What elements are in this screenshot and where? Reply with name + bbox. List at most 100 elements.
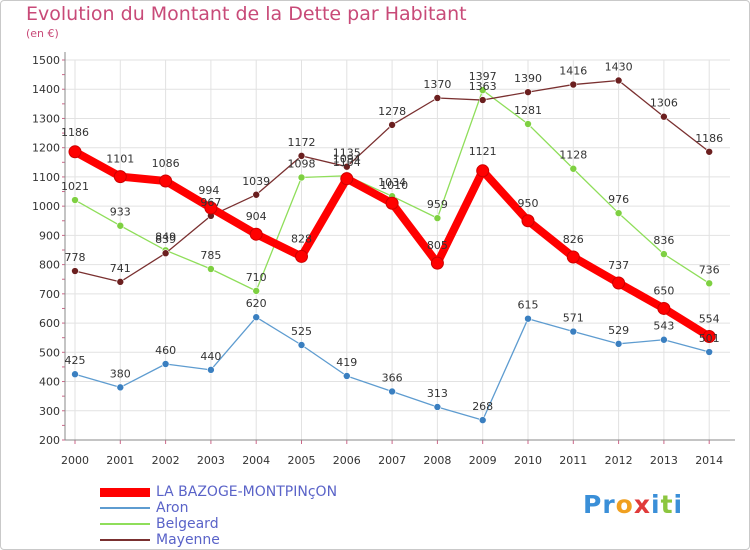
x-tick-label: 2006 bbox=[333, 454, 361, 467]
data-label-belgeard: 736 bbox=[699, 263, 720, 276]
data-label-belgeard: 1034 bbox=[378, 176, 406, 189]
y-tick-label: 1300 bbox=[32, 112, 60, 125]
data-label-mayenne: 1186 bbox=[695, 132, 723, 145]
x-tick-label: 2003 bbox=[197, 454, 225, 467]
x-tick-label: 2013 bbox=[650, 454, 678, 467]
series-layer bbox=[68, 76, 716, 424]
logo-letter: t bbox=[660, 490, 674, 519]
data-label-belgeard: 959 bbox=[427, 198, 448, 211]
data-point-mayenne bbox=[705, 147, 714, 156]
data-point-mayenne bbox=[478, 96, 487, 104]
data-label-mayenne: 1416 bbox=[559, 65, 587, 78]
data-point-aron bbox=[71, 370, 79, 379]
data-point-aron bbox=[433, 403, 442, 411]
data-label-la-bazoge: 650 bbox=[653, 284, 674, 297]
data-point-belgeard bbox=[297, 173, 306, 182]
logo-letter: i bbox=[651, 490, 661, 519]
x-tick-label: 2000 bbox=[61, 454, 89, 467]
logo-letter: r bbox=[602, 490, 616, 519]
y-tick-label: 400 bbox=[39, 376, 60, 389]
data-label-aron: 460 bbox=[155, 344, 176, 357]
data-point-belgeard bbox=[614, 209, 623, 217]
data-point-aron bbox=[524, 314, 532, 323]
data-point-la-bazoge bbox=[204, 201, 218, 215]
x-tick-label: 2001 bbox=[106, 454, 134, 467]
data-point-mayenne bbox=[524, 88, 532, 96]
data-point-mayenne bbox=[297, 152, 306, 160]
x-tick-label: 2004 bbox=[242, 454, 270, 467]
legend-label-la-bazoge: LA BAZOGE-MONTPINçON bbox=[156, 484, 338, 500]
data-label-belgeard: 1021 bbox=[61, 180, 89, 193]
x-tick-label: 2005 bbox=[288, 454, 316, 467]
data-point-la-bazoge bbox=[657, 301, 671, 315]
data-label-aron: 543 bbox=[653, 320, 674, 333]
axis-layer: 200 300 400 500 600 700 800 900 1000 1100 1200 1300… bbox=[32, 52, 735, 467]
data-point-belgeard bbox=[433, 214, 442, 222]
data-label-aron: 380 bbox=[110, 367, 131, 380]
data-label-mayenne: 1135 bbox=[333, 147, 361, 160]
y-tick-label: 1000 bbox=[32, 200, 60, 213]
data-point-la-bazoge bbox=[113, 170, 127, 184]
logo-letter: o bbox=[615, 490, 634, 519]
data-label-belgeard: 933 bbox=[110, 206, 131, 219]
data-label-mayenne: 778 bbox=[65, 251, 86, 264]
legend-label-belgeard: Belgeard bbox=[156, 516, 219, 532]
data-label-mayenne: 967 bbox=[200, 196, 221, 209]
logo-letter: P bbox=[583, 490, 603, 519]
logo-letter: x bbox=[633, 490, 651, 519]
y-tick-label: 300 bbox=[39, 405, 60, 418]
y-tick-label: 900 bbox=[39, 229, 60, 242]
data-label-aron: 620 bbox=[246, 297, 267, 310]
data-label-belgeard: 976 bbox=[608, 193, 629, 206]
chart-unit-label: (en €) bbox=[26, 27, 59, 40]
data-point-belgeard bbox=[569, 164, 578, 173]
data-point-belgeard bbox=[252, 287, 261, 295]
y-tick-label: 800 bbox=[39, 259, 60, 272]
data-point-mayenne bbox=[342, 162, 351, 171]
data-label-mayenne: 1306 bbox=[650, 97, 678, 110]
data-label-aron: 529 bbox=[608, 324, 629, 337]
data-label-mayenne: 1390 bbox=[514, 72, 542, 85]
data-label-la-bazoge: 1186 bbox=[61, 126, 89, 139]
data-label-mayenne: 1430 bbox=[605, 60, 633, 73]
data-point-la-bazoge bbox=[249, 227, 263, 241]
data-point-aron bbox=[342, 372, 351, 380]
data-point-aron bbox=[705, 348, 714, 356]
y-tick-label: 700 bbox=[39, 288, 60, 301]
legend-swatch-aron bbox=[100, 507, 150, 509]
data-label-la-bazoge: 1121 bbox=[469, 145, 497, 158]
data-point-la-bazoge bbox=[295, 249, 308, 263]
data-label-belgeard: 836 bbox=[653, 234, 674, 247]
data-label-aron: 571 bbox=[563, 312, 584, 325]
data-label-aron: 501 bbox=[699, 332, 720, 345]
x-tick-label: 2008 bbox=[423, 454, 451, 467]
x-tick-label: 2012 bbox=[605, 454, 633, 467]
data-point-belgeard bbox=[524, 120, 532, 128]
data-point-mayenne bbox=[660, 112, 668, 121]
data-point-aron bbox=[297, 341, 306, 349]
data-point-aron bbox=[478, 416, 487, 424]
data-point-belgeard bbox=[207, 265, 215, 273]
y-tick-label: 1200 bbox=[32, 142, 60, 155]
data-label-mayenne: 741 bbox=[110, 262, 131, 275]
data-label-la-bazoge: 554 bbox=[699, 313, 720, 326]
data-label-la-bazoge: 1094 bbox=[333, 153, 361, 166]
data-point-la-bazoge bbox=[476, 164, 490, 178]
data-point-mayenne bbox=[161, 249, 170, 258]
line-chart: 200 300 400 500 600 700 800 900 1000 1100 1200 1300… bbox=[32, 52, 735, 467]
legend-label-mayenne: Mayenne bbox=[156, 532, 220, 548]
data-label-mayenne: 1370 bbox=[423, 78, 451, 91]
data-label-belgeard: 1397 bbox=[469, 70, 497, 83]
data-point-mayenne bbox=[433, 94, 442, 102]
y-tick-label: 200 bbox=[39, 434, 60, 447]
data-label-la-bazoge: 737 bbox=[608, 259, 629, 272]
data-point-aron bbox=[116, 383, 125, 392]
data-point-mayenne bbox=[569, 80, 578, 89]
data-label-la-bazoge: 1101 bbox=[106, 153, 134, 166]
data-label-aron: 366 bbox=[382, 371, 403, 384]
data-point-la-bazoge bbox=[385, 196, 399, 210]
legend-swatch-belgeard bbox=[100, 523, 150, 525]
data-point-belgeard bbox=[71, 196, 79, 204]
data-label-aron: 268 bbox=[472, 400, 493, 413]
data-point-la-bazoge bbox=[340, 172, 354, 186]
